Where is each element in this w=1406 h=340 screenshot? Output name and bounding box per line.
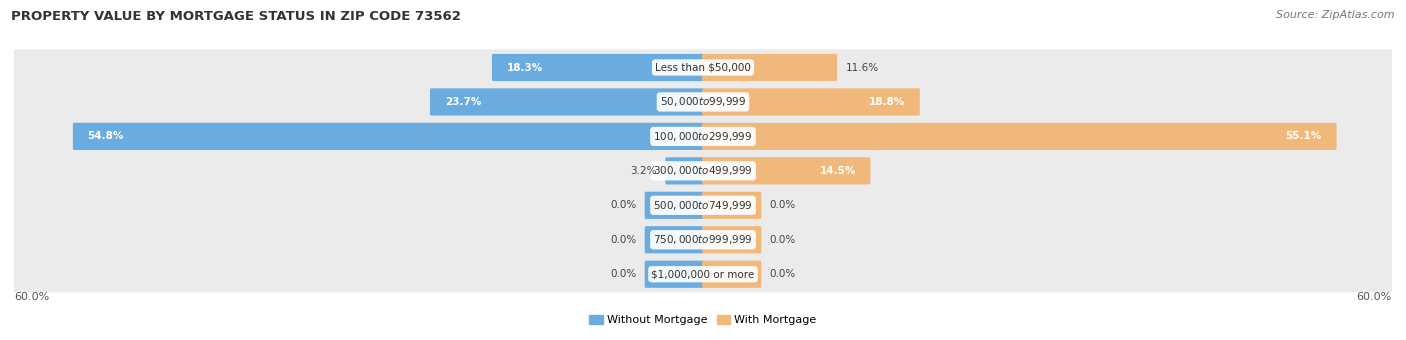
- FancyBboxPatch shape: [665, 157, 704, 185]
- FancyBboxPatch shape: [702, 226, 761, 253]
- FancyBboxPatch shape: [702, 54, 837, 81]
- Text: 0.0%: 0.0%: [769, 269, 796, 279]
- FancyBboxPatch shape: [702, 261, 761, 288]
- Text: 0.0%: 0.0%: [610, 235, 637, 245]
- Text: $50,000 to $99,999: $50,000 to $99,999: [659, 96, 747, 108]
- Text: 11.6%: 11.6%: [845, 63, 879, 72]
- FancyBboxPatch shape: [13, 222, 1393, 258]
- FancyBboxPatch shape: [13, 49, 1393, 86]
- Text: $100,000 to $299,999: $100,000 to $299,999: [654, 130, 752, 143]
- FancyBboxPatch shape: [645, 192, 704, 219]
- FancyBboxPatch shape: [492, 54, 704, 81]
- FancyBboxPatch shape: [73, 123, 704, 150]
- Text: $1,000,000 or more: $1,000,000 or more: [651, 269, 755, 279]
- FancyBboxPatch shape: [702, 192, 761, 219]
- Text: 23.7%: 23.7%: [444, 97, 481, 107]
- Text: 0.0%: 0.0%: [769, 235, 796, 245]
- FancyBboxPatch shape: [702, 123, 1337, 150]
- FancyBboxPatch shape: [13, 118, 1393, 154]
- Text: Source: ZipAtlas.com: Source: ZipAtlas.com: [1277, 10, 1395, 20]
- FancyBboxPatch shape: [13, 187, 1393, 223]
- Text: $750,000 to $999,999: $750,000 to $999,999: [654, 233, 752, 246]
- Text: 3.2%: 3.2%: [630, 166, 657, 176]
- Text: 0.0%: 0.0%: [610, 200, 637, 210]
- Legend: Without Mortgage, With Mortgage: Without Mortgage, With Mortgage: [585, 310, 821, 330]
- Text: 0.0%: 0.0%: [769, 200, 796, 210]
- FancyBboxPatch shape: [13, 84, 1393, 120]
- Text: $500,000 to $749,999: $500,000 to $749,999: [654, 199, 752, 212]
- Text: Less than $50,000: Less than $50,000: [655, 63, 751, 72]
- FancyBboxPatch shape: [702, 88, 920, 116]
- FancyBboxPatch shape: [430, 88, 704, 116]
- Text: 60.0%: 60.0%: [1357, 292, 1392, 303]
- FancyBboxPatch shape: [645, 226, 704, 253]
- Text: $300,000 to $499,999: $300,000 to $499,999: [654, 164, 752, 177]
- Text: 18.3%: 18.3%: [506, 63, 543, 72]
- Text: 0.0%: 0.0%: [610, 269, 637, 279]
- FancyBboxPatch shape: [645, 261, 704, 288]
- Text: 60.0%: 60.0%: [14, 292, 49, 303]
- FancyBboxPatch shape: [13, 153, 1393, 189]
- Text: 18.8%: 18.8%: [869, 97, 905, 107]
- Text: 55.1%: 55.1%: [1285, 131, 1322, 141]
- Text: 54.8%: 54.8%: [87, 131, 124, 141]
- FancyBboxPatch shape: [13, 256, 1393, 292]
- FancyBboxPatch shape: [702, 157, 870, 185]
- Text: PROPERTY VALUE BY MORTGAGE STATUS IN ZIP CODE 73562: PROPERTY VALUE BY MORTGAGE STATUS IN ZIP…: [11, 10, 461, 23]
- Text: 14.5%: 14.5%: [820, 166, 856, 176]
